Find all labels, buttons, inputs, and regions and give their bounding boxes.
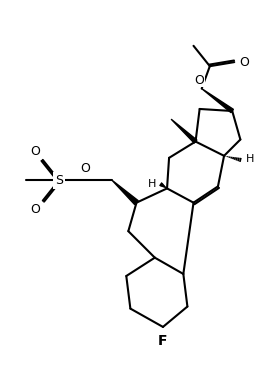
Text: O: O <box>81 161 90 175</box>
Text: O: O <box>30 145 40 158</box>
Text: O: O <box>195 74 205 87</box>
Text: H: H <box>246 154 254 164</box>
Text: O: O <box>239 56 249 68</box>
Polygon shape <box>112 180 138 205</box>
Text: H: H <box>147 179 156 189</box>
Text: F: F <box>158 334 168 348</box>
Polygon shape <box>202 89 233 113</box>
Text: O: O <box>30 203 40 216</box>
Text: S: S <box>55 174 63 187</box>
Polygon shape <box>171 119 197 143</box>
